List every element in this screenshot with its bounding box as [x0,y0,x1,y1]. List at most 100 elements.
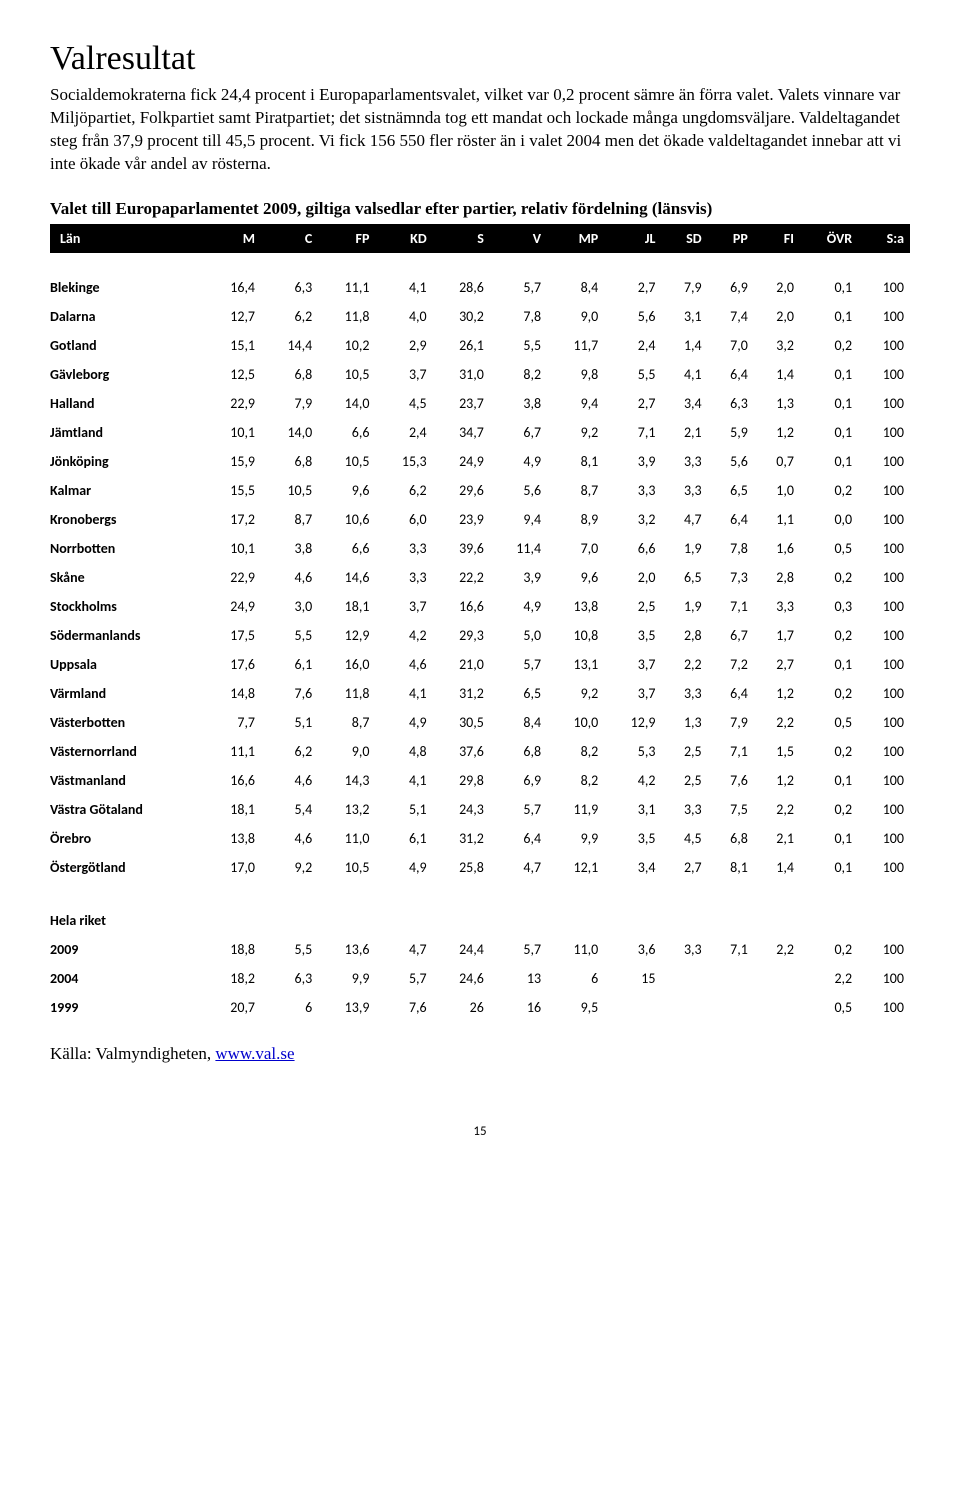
cell-value: 100 [858,935,910,964]
cell-value: 14,6 [318,563,375,592]
cell-value: 13,8 [204,824,261,853]
row-label: Skåne [50,563,204,592]
cell-value: 15,3 [375,447,432,476]
cell-value: 26 [433,993,490,1022]
cell-value: 3,4 [661,389,707,418]
cell-value: 100 [858,650,910,679]
cell-value: 4,6 [261,824,318,853]
cell-value: 1,3 [754,389,800,418]
cell-value: 1,0 [754,476,800,505]
column-header: JL [604,224,661,253]
cell-value: 6,4 [490,824,547,853]
cell-value: 14,3 [318,766,375,795]
cell-value: 2,5 [661,766,707,795]
source-link[interactable]: www.val.se [215,1044,294,1063]
cell-value: 23,9 [433,505,490,534]
cell-value: 6,4 [708,679,754,708]
cell-value: 7,9 [261,389,318,418]
cell-value: 5,6 [708,447,754,476]
cell-value: 13,2 [318,795,375,824]
cell-value: 16,6 [433,592,490,621]
cell-value: 5,7 [490,795,547,824]
cell-value: 7,8 [708,534,754,563]
cell-value: 3,3 [661,447,707,476]
cell-value: 15,9 [204,447,261,476]
cell-value: 100 [858,824,910,853]
cell-value: 16,6 [204,766,261,795]
column-header: S [433,224,490,253]
cell-value: 11,0 [547,935,604,964]
cell-value: 11,1 [204,737,261,766]
column-header: PP [708,224,754,253]
cell-value: 3,2 [604,505,661,534]
cell-value: 4,2 [604,766,661,795]
table-row: Västra Götaland18,15,413,25,124,35,711,9… [50,795,910,824]
cell-value: 2,2 [754,935,800,964]
cell-value: 10,2 [318,331,375,360]
row-label: Värmland [50,679,204,708]
cell-value: 2,5 [604,592,661,621]
cell-value: 6 [547,964,604,993]
table-row: Östergötland17,09,210,54,925,84,712,13,4… [50,853,910,882]
cell-value: 5,0 [490,621,547,650]
cell-value: 3,7 [604,679,661,708]
cell-value: 5,7 [490,273,547,302]
cell-value: 3,1 [604,795,661,824]
cell-value: 100 [858,993,910,1022]
column-header: V [490,224,547,253]
cell-value: 4,7 [375,935,432,964]
row-label: Gotland [50,331,204,360]
cell-value: 4,1 [661,360,707,389]
cell-value: 0,1 [800,273,858,302]
cell-value: 8,7 [261,505,318,534]
cell-value: 100 [858,737,910,766]
cell-value: 100 [858,621,910,650]
cell-value: 6,3 [261,273,318,302]
cell-value: 7,0 [547,534,604,563]
cell-value: 2,9 [375,331,432,360]
column-header: ÖVR [800,224,858,253]
cell-value: 100 [858,331,910,360]
cell-value: 5,3 [604,737,661,766]
cell-value: 8,9 [547,505,604,534]
cell-value: 6,2 [375,476,432,505]
row-label: Halland [50,389,204,418]
cell-value: 6,8 [261,360,318,389]
cell-value: 10,6 [318,505,375,534]
cell-value: 34,7 [433,418,490,447]
cell-value: 26,1 [433,331,490,360]
cell-value: 3,3 [604,476,661,505]
cell-value: 100 [858,853,910,882]
cell-value: 2,2 [754,708,800,737]
row-label: Västernorrland [50,737,204,766]
cell-value: 15,1 [204,331,261,360]
table-row: Västerbotten7,75,18,74,930,58,410,012,91… [50,708,910,737]
cell-value: 6,4 [708,505,754,534]
row-label: Uppsala [50,650,204,679]
cell-value: 6,6 [604,534,661,563]
cell-value: 2,2 [754,795,800,824]
cell-value: 9,2 [547,679,604,708]
cell-value: 11,8 [318,679,375,708]
cell-value: 12,5 [204,360,261,389]
cell-value: 8,2 [547,766,604,795]
cell-value: 1,7 [754,621,800,650]
cell-value: 5,7 [490,650,547,679]
cell-value: 1,9 [661,534,707,563]
cell-value: 1,2 [754,766,800,795]
row-label: 1999 [50,993,204,1022]
cell-value: 1,1 [754,505,800,534]
cell-value: 2,7 [661,853,707,882]
cell-value: 7,1 [708,935,754,964]
cell-value: 13,1 [547,650,604,679]
cell-value: 6 [261,993,318,1022]
cell-value: 31,2 [433,679,490,708]
cell-value: 25,8 [433,853,490,882]
cell-value: 17,5 [204,621,261,650]
cell-value: 4,2 [375,621,432,650]
cell-value: 16 [490,993,547,1022]
column-header: MP [547,224,604,253]
cell-value: 9,4 [490,505,547,534]
table-row: Värmland14,87,611,84,131,26,59,23,73,36,… [50,679,910,708]
table-row: Dalarna12,76,211,84,030,27,89,05,63,17,4… [50,302,910,331]
